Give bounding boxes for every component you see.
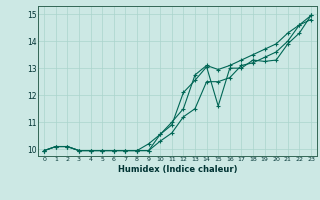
X-axis label: Humidex (Indice chaleur): Humidex (Indice chaleur) bbox=[118, 165, 237, 174]
